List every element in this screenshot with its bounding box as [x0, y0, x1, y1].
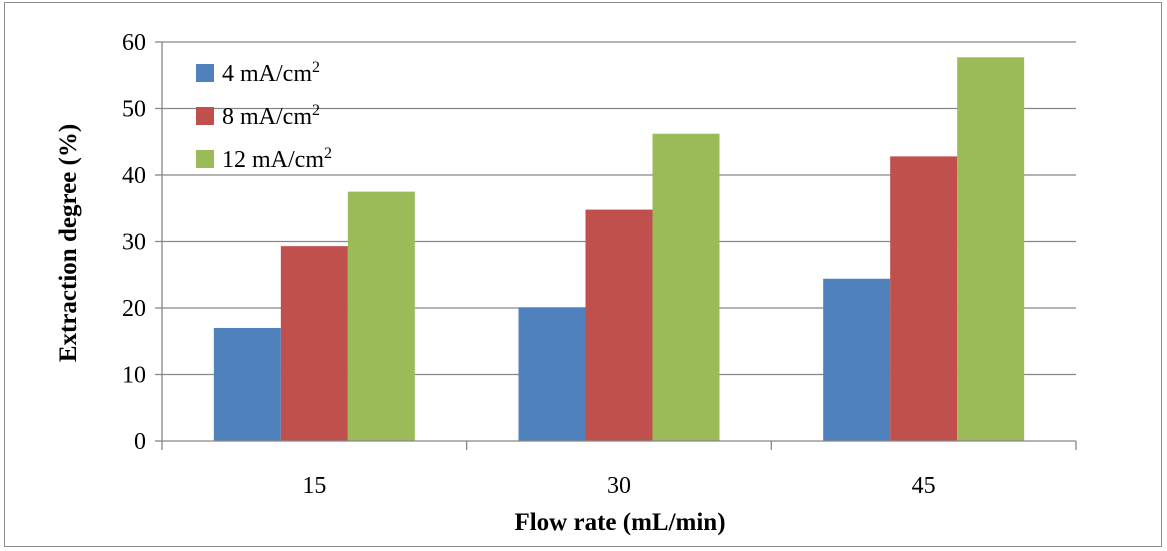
- y-tick-label: 60: [122, 30, 146, 56]
- legend-label: 4 mA/cm2: [222, 59, 320, 87]
- legend-label-text: 8 mA/cm: [222, 104, 312, 130]
- bar: [347, 191, 415, 441]
- y-tick-labels: 0 10 20 30 40 50 60: [122, 30, 162, 455]
- bars: [213, 57, 1025, 442]
- x-tick-label: 15: [302, 473, 326, 499]
- legend-label-superscript: 2: [312, 59, 320, 76]
- bar: [518, 307, 586, 441]
- bar: [652, 133, 720, 441]
- bar: [890, 156, 958, 441]
- x-tick-label: 30: [607, 473, 631, 499]
- legend-label-text: 12 mA/cm: [222, 147, 324, 173]
- y-tick-label: 30: [122, 230, 146, 256]
- y-tick-label: 20: [122, 296, 146, 322]
- legend-label-superscript: 2: [324, 145, 332, 162]
- legend-label: 12 mA/cm2: [222, 145, 332, 173]
- y-tick-label: 0: [134, 429, 146, 455]
- legend-label: 8 mA/cm2: [222, 102, 320, 130]
- legend-swatch: [196, 150, 214, 168]
- y-tick-label: 10: [122, 363, 146, 389]
- legend-swatch: [196, 64, 214, 82]
- legend-label-superscript: 2: [312, 102, 320, 119]
- bar: [823, 278, 891, 441]
- y-axis-title: Extraction degree (%): [55, 124, 82, 362]
- bar: [585, 209, 653, 441]
- y-tick-label: 50: [122, 97, 146, 123]
- bar: [280, 246, 348, 441]
- y-tick-label: 40: [122, 163, 146, 189]
- bar: [957, 57, 1025, 442]
- x-tick-label: 45: [912, 473, 936, 499]
- legend-swatch: [196, 107, 214, 125]
- bar: [213, 327, 281, 441]
- legend-label-text: 4 mA/cm: [222, 61, 312, 87]
- x-tick-labels: 15 30 45: [302, 473, 935, 499]
- x-axis-title: Flow rate (mL/min): [514, 509, 725, 536]
